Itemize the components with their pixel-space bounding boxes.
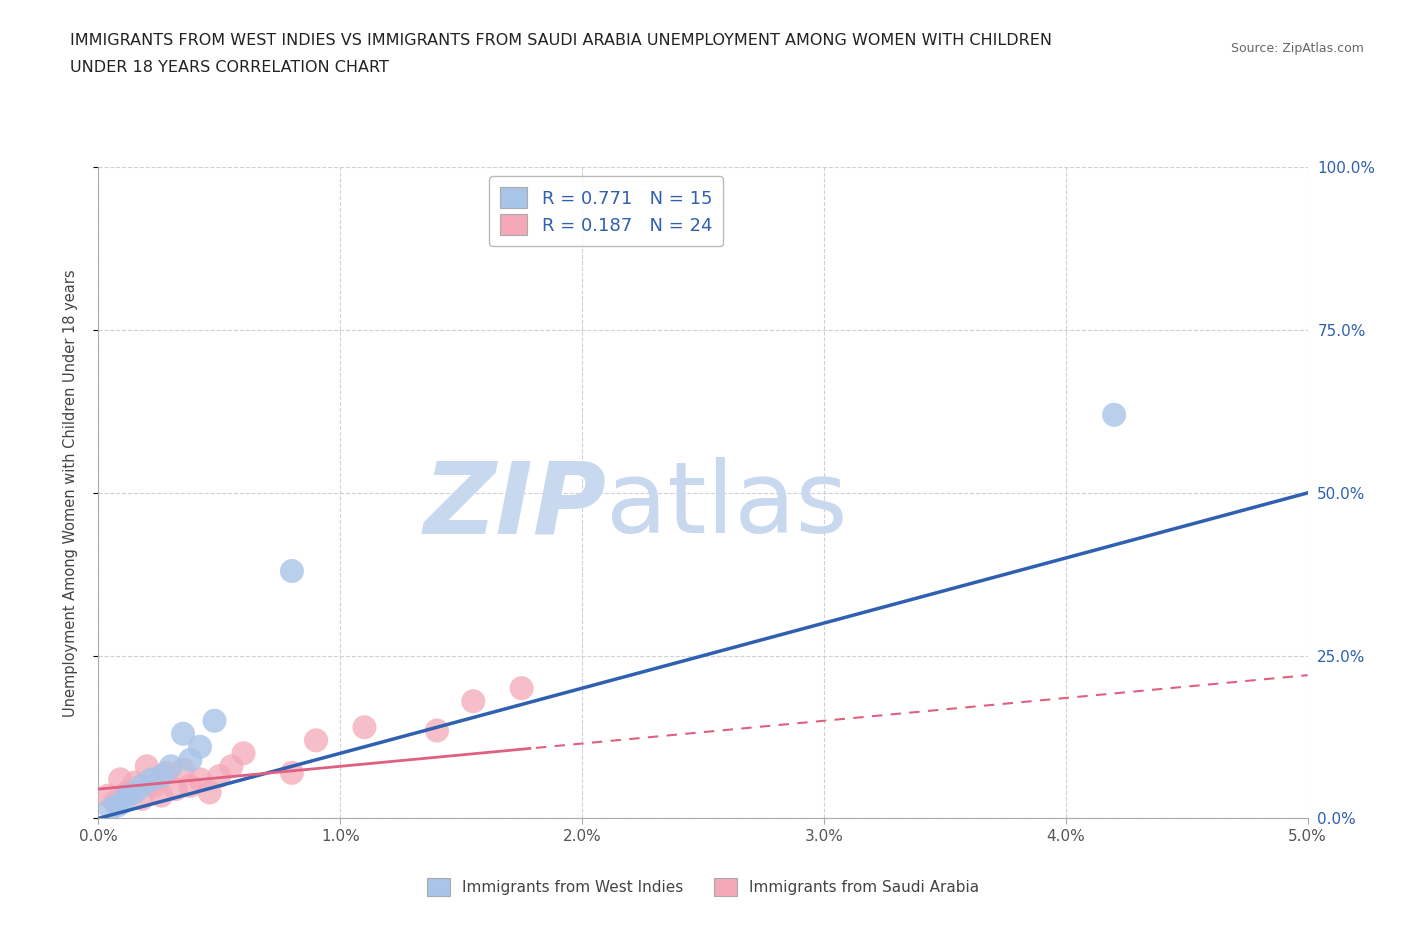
Text: Source: ZipAtlas.com: Source: ZipAtlas.com <box>1230 42 1364 55</box>
Point <box>97 789 120 804</box>
Point <box>131 778 153 793</box>
Text: ZIP: ZIP <box>423 458 606 554</box>
Point <box>155 765 177 780</box>
Point <box>111 794 134 809</box>
Y-axis label: Unemployment Among Women with Children Under 18 years: Unemployment Among Women with Children U… <box>63 269 77 717</box>
Point <box>204 713 226 728</box>
Point <box>463 694 485 709</box>
Point <box>135 759 157 774</box>
Point <box>124 785 146 800</box>
Point <box>179 752 201 767</box>
Point <box>172 726 194 741</box>
Point <box>108 772 131 787</box>
Point <box>172 763 194 777</box>
Point <box>141 772 163 787</box>
Point <box>221 759 243 774</box>
Point <box>100 802 122 817</box>
Point <box>150 768 173 783</box>
Point <box>1102 407 1125 422</box>
Point <box>281 765 304 780</box>
Point <box>426 724 449 738</box>
Point <box>150 789 173 804</box>
Point <box>131 791 153 806</box>
Point <box>208 768 231 783</box>
Point <box>165 781 187 796</box>
Point <box>143 778 166 793</box>
Point <box>107 798 129 813</box>
Point <box>188 739 211 754</box>
Point <box>179 778 201 793</box>
Point <box>353 720 375 735</box>
Legend: Immigrants from West Indies, Immigrants from Saudi Arabia: Immigrants from West Indies, Immigrants … <box>420 872 986 902</box>
Point <box>188 772 211 787</box>
Point <box>160 759 183 774</box>
Point <box>124 776 146 790</box>
Point <box>305 733 328 748</box>
Text: atlas: atlas <box>606 458 848 554</box>
Point <box>104 794 127 809</box>
Point <box>232 746 254 761</box>
Point <box>281 564 304 578</box>
Point <box>117 789 139 804</box>
Text: IMMIGRANTS FROM WEST INDIES VS IMMIGRANTS FROM SAUDI ARABIA UNEMPLOYMENT AMONG W: IMMIGRANTS FROM WEST INDIES VS IMMIGRANT… <box>70 33 1052 47</box>
Point <box>117 785 139 800</box>
Text: UNDER 18 YEARS CORRELATION CHART: UNDER 18 YEARS CORRELATION CHART <box>70 60 389 75</box>
Point <box>198 785 221 800</box>
Point <box>510 681 533 696</box>
